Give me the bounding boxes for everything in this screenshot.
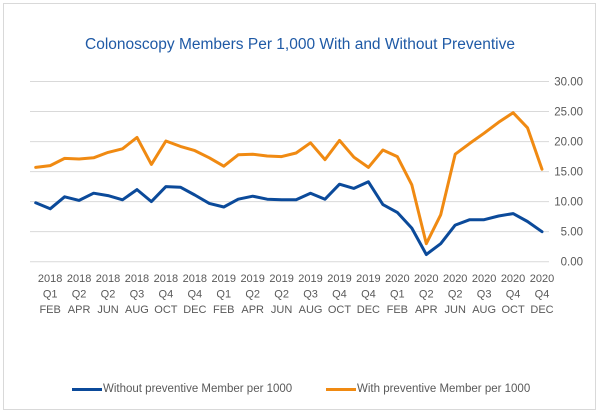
y-tick-label: 0.00 (561, 257, 583, 269)
gridlines (30, 81, 549, 263)
x-tick-label: 2020 Q1 FEB (385, 273, 409, 316)
x-tick-label: 2020 Q3 AUG (472, 273, 496, 316)
x-tick-label: 2020 Q4 DEC (530, 273, 554, 316)
x-tick-label: 2018 Q2 APR (67, 273, 91, 316)
legend-swatch-with-preventive (326, 387, 356, 391)
y-tick-label: 10.00 (554, 197, 583, 209)
series-line-with-preventive (34, 111, 544, 246)
series-line-without-preventive (34, 180, 544, 256)
y-tick-label: 15.00 (554, 167, 583, 179)
y-tick-label: 30.00 (554, 77, 583, 89)
x-tick-label: 2018 Q4 DEC (183, 273, 207, 316)
legend-label-with-preventive: With preventive Member per 1000 (357, 383, 531, 395)
x-tick-label: 2020 Q2 JUN (443, 273, 467, 316)
legend-label-without-preventive: Without preventive Member per 1000 (103, 383, 293, 395)
x-tick-label: 2018 Q2 JUN (96, 273, 120, 316)
y-tick-label: 25.00 (554, 107, 583, 119)
x-tick-label: 2019 Q4 DEC (356, 273, 380, 316)
legend-item-with-preventive[interactable]: With preventive Member per 1000 (326, 381, 530, 397)
x-tick-label: 2019 Q2 APR (240, 273, 264, 316)
x-tick-label: 2019 Q2 JUN (269, 273, 293, 316)
series-lines (34, 111, 544, 256)
chart-frame (3, 3, 596, 410)
x-tick-label: 2019 Q4 OCT (327, 273, 351, 316)
legend-item-without-preventive[interactable]: Without preventive Member per 1000 (72, 381, 292, 397)
x-tick-label: 2019 Q3 AUG (298, 273, 322, 316)
chart-title: Colonoscopy Members Per 1,000 With and W… (85, 36, 515, 53)
x-tick-label: 2019 Q1 FEB (212, 273, 236, 316)
x-tick-label: 2018 Q1 FEB (38, 273, 62, 316)
x-tick-label: 2020 Q2 APR (414, 273, 438, 316)
legend-swatch-without-preventive (72, 387, 102, 391)
x-tick-label: 2020 Q4 OCT (501, 273, 525, 316)
y-axis-ticks: 0.00 5.00 10.00 15.00 20.00 25.00 30.00 (554, 77, 583, 269)
y-tick-label: 5.00 (561, 227, 583, 239)
y-tick-label: 20.00 (554, 137, 583, 149)
x-tick-label: 2018 Q4 OCT (154, 273, 178, 316)
x-tick-label: 2018 Q3 AUG (125, 273, 149, 316)
